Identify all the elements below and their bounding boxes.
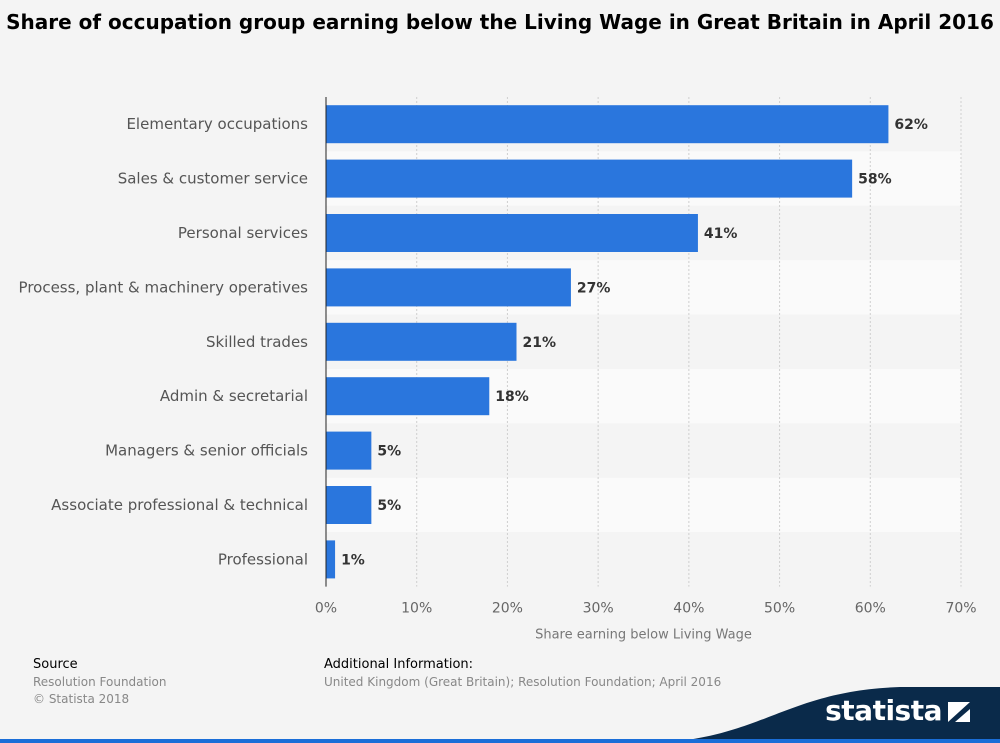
category-label: Skilled trades	[206, 333, 308, 351]
bar-chart: Elementary occupations 62% Sales & custome…	[19, 97, 977, 643]
tick-label: 10%	[401, 601, 432, 617]
statista-brand[interactable]: statista	[640, 677, 1000, 743]
value-label: 18%	[495, 389, 529, 405]
category-label: Sales & customer service	[118, 170, 308, 188]
bar	[326, 214, 698, 252]
x-axis-title: Share earning below Living Wage	[535, 628, 752, 643]
copyright-line: © Statista 2018	[33, 692, 130, 706]
value-label: 21%	[523, 335, 557, 351]
source-text: Resolution Foundation © Statista 2018	[33, 674, 167, 708]
row-band	[326, 477, 961, 533]
additional-info-heading: Additional Information:	[324, 657, 474, 672]
value-label: 58%	[858, 172, 892, 188]
value-label: 5%	[377, 498, 401, 514]
tick-label: 60%	[855, 601, 886, 617]
bar	[326, 322, 517, 361]
category-label: Associate professional & technical	[51, 496, 308, 514]
value-label: 27%	[577, 280, 611, 296]
tick-label: 40%	[673, 601, 704, 617]
tick-label: 0%	[315, 601, 337, 617]
value-label: 62%	[894, 117, 928, 133]
category-label: Process, plant & machinery operatives	[19, 278, 309, 296]
tick-label: 50%	[764, 601, 795, 617]
bar	[326, 159, 853, 198]
bottom-accent-line	[0, 739, 1000, 743]
source-heading: Source	[33, 657, 78, 672]
value-label: 1%	[341, 552, 365, 568]
value-label: 41%	[704, 226, 738, 242]
statista-logo-icon	[948, 702, 970, 722]
bar	[326, 486, 372, 524]
tick-label: 20%	[492, 601, 523, 617]
statista-wordmark: statista	[825, 694, 942, 727]
bar	[326, 540, 336, 579]
source-line: Resolution Foundation	[33, 675, 167, 689]
tick-label: 70%	[945, 601, 976, 617]
category-label: Professional	[218, 550, 308, 568]
row-band	[326, 423, 961, 478]
bar	[326, 268, 571, 307]
category-label: Personal services	[178, 224, 308, 242]
tick-label: 30%	[583, 601, 614, 617]
category-label: Admin & secretarial	[160, 387, 308, 405]
bar	[326, 105, 889, 144]
category-label: Elementary occupations	[126, 115, 308, 133]
additional-info-text: United Kingdom (Great Britain); Resoluti…	[324, 675, 722, 689]
category-label: Managers & senior officials	[105, 442, 308, 460]
bar	[326, 377, 490, 416]
brand-wave	[640, 687, 1000, 743]
bar	[326, 431, 372, 470]
row-band	[326, 532, 961, 587]
chart-title: Share of occupation group earning below …	[6, 10, 994, 34]
value-label: 5%	[377, 444, 401, 460]
